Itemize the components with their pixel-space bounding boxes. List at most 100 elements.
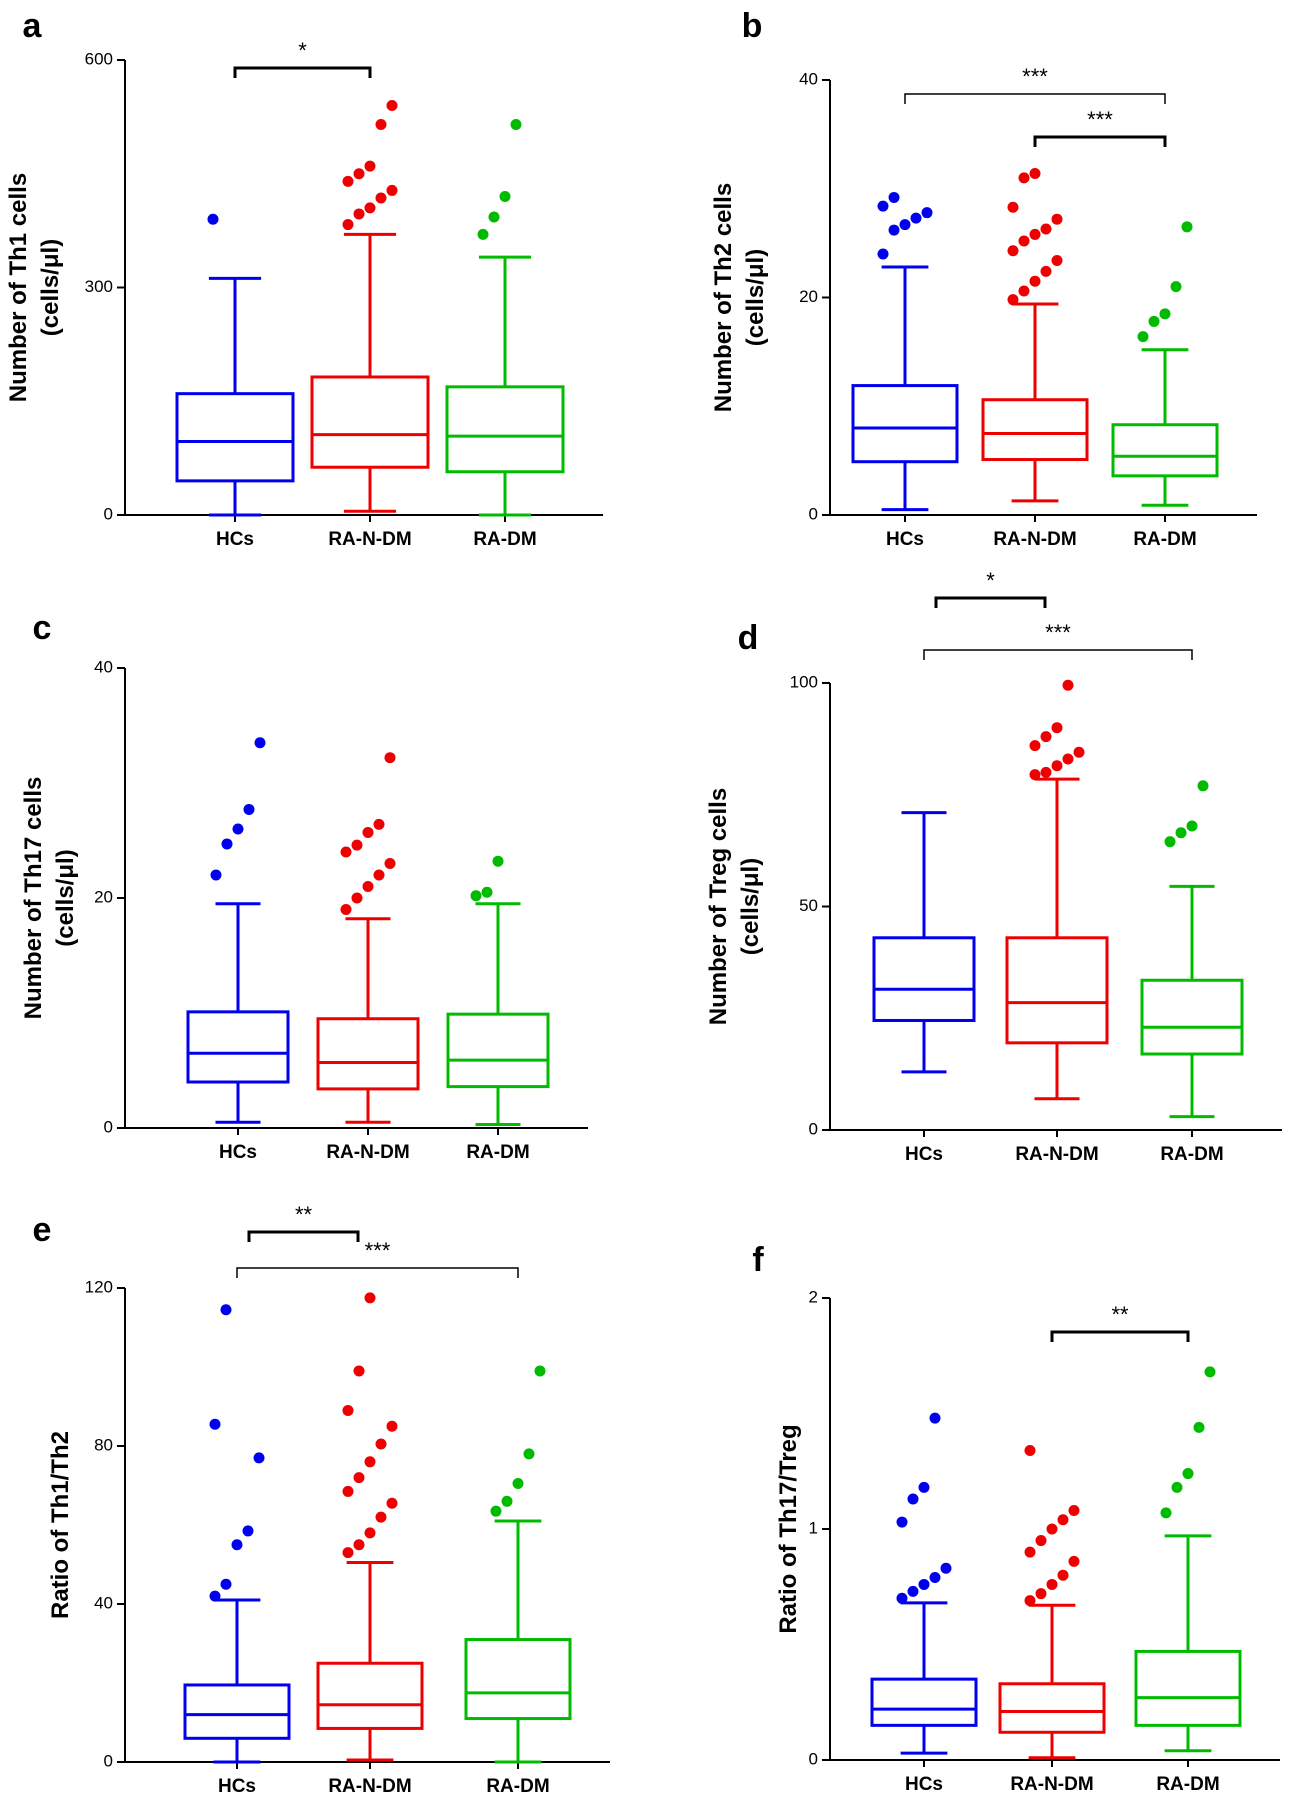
outlier-point — [353, 208, 365, 220]
y-axis-label: Number of Treg cells (cells/μl) — [705, 788, 764, 1025]
box-RA-N-DM — [316, 1292, 424, 1762]
iqr-box — [851, 384, 959, 464]
iqr-box — [446, 1012, 550, 1089]
outlier-point — [342, 1404, 354, 1416]
box-RA-N-DM — [316, 752, 420, 1124]
iqr-box — [310, 375, 430, 469]
iqr-box — [1140, 978, 1244, 1056]
x-category-label: HCs — [218, 1776, 256, 1797]
outlier-point — [501, 1495, 513, 1507]
outlier-point — [342, 175, 354, 187]
outlier-point — [232, 823, 244, 835]
y-axis-label: Ratio of Th1/Th2 — [47, 1431, 74, 1619]
y-tick-label: 0 — [809, 1119, 818, 1138]
outlier-point — [243, 803, 255, 815]
box-RA-DM — [446, 855, 550, 1127]
iqr-box — [998, 1682, 1106, 1734]
outlier-point — [888, 191, 900, 203]
x-category-label: RA-N-DM — [1015, 1144, 1098, 1165]
outlier-point — [351, 839, 363, 851]
bracket-line — [1050, 1330, 1190, 1342]
outlier-point — [1057, 1569, 1069, 1581]
x-category-label: RA-DM — [1133, 529, 1196, 550]
outlier-point — [896, 1516, 908, 1528]
outlier-point — [1029, 228, 1041, 240]
outlier-point — [351, 892, 363, 904]
significance-label: *** — [1045, 620, 1071, 645]
box-HCs — [851, 191, 959, 512]
outlier-point — [1181, 221, 1193, 233]
outlier-point — [1029, 168, 1041, 180]
outlier-point — [220, 1304, 232, 1316]
outlier-point — [1051, 213, 1063, 225]
x-category-label: RA-DM — [1160, 1144, 1223, 1165]
outlier-point — [353, 1365, 365, 1377]
outlier-point — [1029, 769, 1041, 781]
outlier-point — [1051, 760, 1063, 772]
y-tick-label: 0 — [104, 1751, 113, 1770]
outlier-point — [1007, 294, 1019, 306]
outlier-point — [1204, 1366, 1216, 1378]
significance-bracket: ** — [1050, 1302, 1190, 1342]
y-axis-label-line: (cells/μl) — [37, 239, 64, 336]
outlier-point — [1193, 1421, 1205, 1433]
panel-d: d 0 50 100 HCs RA-N-DM RA-DM Number of Treg cel… — [705, 0, 1282, 1165]
outlier-point — [362, 881, 374, 892]
y-tick-label: 0 — [104, 504, 113, 523]
significance-label: ** — [1111, 1302, 1129, 1327]
y-axis-label-line: (cells/μl) — [52, 849, 79, 946]
bracket-line — [233, 66, 372, 78]
box-HCs — [870, 1412, 978, 1755]
outlier-point — [1051, 722, 1063, 734]
bracket-line — [247, 1230, 360, 1242]
y-tick-label: 2 — [809, 1287, 818, 1306]
panel-letter: e — [33, 1211, 52, 1249]
significance-bracket: * — [233, 38, 372, 78]
outlier-point — [342, 1547, 354, 1559]
y-axis-label: Number of Th1 cells (cells/μl) — [5, 173, 64, 402]
outlier-point — [1160, 1507, 1172, 1519]
y-axis-label: Number of Th2 cells (cells/μl) — [710, 183, 769, 412]
outlier-point — [342, 219, 354, 231]
outlier-point — [877, 200, 889, 212]
iqr-box — [1005, 936, 1109, 1045]
panel-letter: b — [742, 7, 763, 45]
outlier-point — [1175, 827, 1187, 839]
outlier-point — [340, 904, 352, 915]
y-tick-label: 300 — [85, 277, 113, 296]
outlier-point — [375, 192, 387, 204]
outlier-point — [499, 191, 511, 202]
panel-e: e 0 40 80 120 HCs RA-N-DM RA-DM Ratio of Th1/Th2… — [33, 0, 610, 1797]
outlier-point — [375, 118, 387, 130]
outlier-point — [210, 869, 222, 881]
panel-letter: c — [33, 609, 52, 647]
outlier-point — [1182, 1468, 1194, 1480]
outlier-point — [888, 224, 900, 236]
iqr-box — [872, 936, 976, 1022]
y-tick-label: 20 — [94, 887, 113, 906]
iqr-box — [316, 1017, 420, 1091]
x-category-label: HCs — [886, 529, 924, 550]
panel-f: f 0 1 2 HCs RA-N-DM RA-DM Ratio of Th17/Treg ** — [752, 1241, 1280, 1795]
x-category-label: RA-N-DM — [328, 1776, 411, 1797]
bracket-line — [923, 649, 1193, 660]
outlier-point — [1040, 766, 1052, 778]
outlier-point — [242, 1525, 254, 1537]
box-RA-DM — [1134, 1366, 1242, 1753]
y-axis-label: Ratio of Th17/Treg — [775, 1424, 802, 1633]
outlier-point — [907, 1585, 919, 1597]
outlier-point — [386, 100, 398, 111]
box-RA-N-DM — [998, 1444, 1106, 1760]
significance-bracket: *** — [236, 1238, 519, 1278]
x-category-label: RA-N-DM — [328, 529, 411, 550]
y-tick-label: 50 — [799, 896, 818, 915]
outlier-point — [209, 1418, 221, 1430]
outlier-point — [523, 1448, 535, 1460]
iqr-box — [1134, 1649, 1242, 1727]
outlier-point — [1068, 1555, 1080, 1567]
y-axis-label-line: Ratio of Th17/Treg — [775, 1424, 802, 1633]
outlier-point — [929, 1412, 941, 1424]
x-category-label: HCs — [905, 1144, 943, 1165]
outlier-point — [353, 1472, 365, 1484]
iqr-box — [183, 1683, 291, 1740]
